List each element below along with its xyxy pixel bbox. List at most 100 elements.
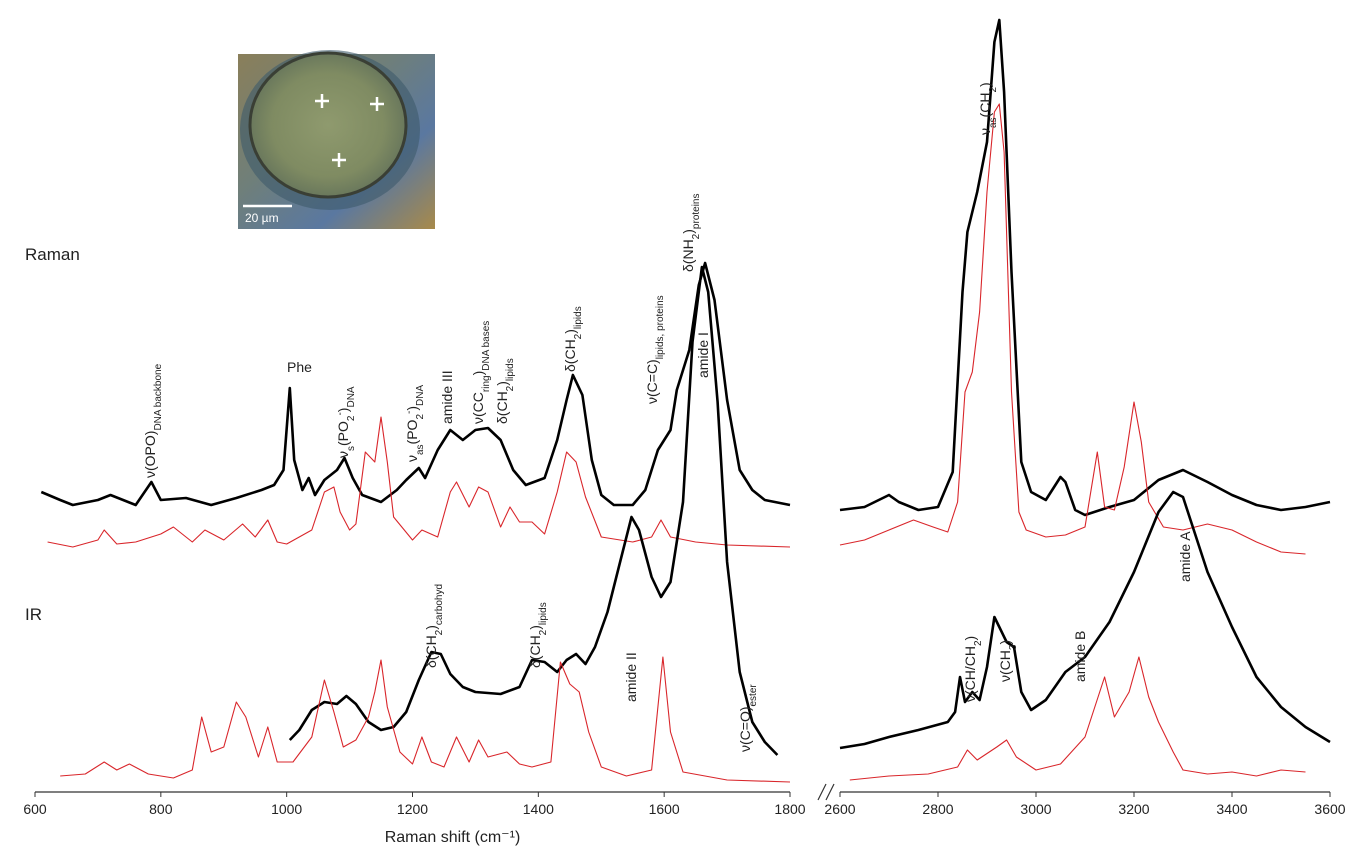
annotation-part: ν	[335, 451, 351, 458]
annotation-part: )	[562, 329, 578, 334]
annotation-part: δ(CH	[494, 391, 510, 424]
annotation-part: 3	[1008, 644, 1019, 650]
annotation-part: lipids	[538, 602, 549, 625]
peak-annotation: amide I	[695, 332, 711, 378]
spectrum-line	[849, 656, 1306, 781]
annotation-part: amide I	[695, 332, 711, 378]
x-tick-label: 1800	[774, 801, 805, 817]
annotation-part: δ(CH	[527, 635, 543, 668]
group-label: Raman	[25, 245, 80, 264]
x-tick-label: 1000	[271, 801, 302, 817]
annotation-part: DNA backbone	[153, 363, 164, 430]
annotation-part: 2	[973, 640, 984, 646]
peak-annotation: δ(NH2)proteins	[680, 194, 702, 273]
annotation-part: )	[470, 371, 486, 376]
annotation-part: ν	[977, 128, 993, 135]
peak-annotation: amide III	[439, 370, 455, 424]
annotation-part: ν(C=C)	[644, 359, 660, 404]
axis-break	[817, 783, 835, 801]
annotation-part: )	[680, 229, 696, 234]
annotation-part: (PO	[404, 419, 420, 444]
annotation-part: ν(C=O)	[737, 707, 753, 753]
annotation-part: carbohyd	[434, 584, 445, 625]
x-tick-label: 1400	[523, 801, 554, 817]
annotation-part: as	[988, 117, 999, 128]
annotation-part: lipids	[573, 306, 584, 329]
annotation-part: amide B	[1072, 631, 1088, 682]
inset-image: 20 µm	[238, 50, 435, 229]
annotation-part: s	[346, 446, 357, 451]
x-tick-label: 1600	[649, 801, 680, 817]
annotation-part: δ(CH	[423, 635, 439, 668]
annotation-part: δ(CH	[562, 339, 578, 372]
peak-annotation: ν(CH3)	[997, 640, 1019, 682]
annotation-part: δ(NH	[680, 239, 696, 272]
x-tick-label: 600	[23, 801, 47, 817]
annotation-part: ν(CH/CH	[962, 646, 978, 702]
x-tick-label: 3200	[1118, 801, 1149, 817]
peak-annotation: ν(CH/CH2)	[962, 636, 984, 702]
scale-label: 20 µm	[245, 211, 279, 225]
annotation-part: DNA	[346, 386, 357, 407]
annotation-part: 2	[346, 415, 357, 421]
annotation-part: DNA	[415, 385, 426, 406]
peak-annotation: νas(PO2-)DNA	[404, 385, 426, 462]
annotation-part: 2	[538, 629, 549, 635]
annotation-part: -	[335, 412, 346, 415]
peak-annotation: Phe	[287, 359, 312, 375]
x-tick-label: 3600	[1314, 801, 1345, 817]
annotation-part: (PO	[335, 421, 351, 446]
spectrum-line	[288, 265, 779, 756]
annotation-part: 2	[434, 629, 445, 635]
x-tick-label: 2800	[922, 801, 953, 817]
annotation-part: amide III	[439, 370, 455, 424]
annotation-part: )	[997, 640, 1013, 645]
group-label: IR	[25, 605, 42, 624]
peak-annotation: νs(PO2-)DNA	[335, 386, 357, 458]
annotation-part: )	[335, 408, 351, 413]
peak-annotation: ν(C=O)ester	[737, 684, 759, 752]
x-tick-label: 1200	[397, 801, 428, 817]
x-tick-label: 2600	[824, 801, 855, 817]
x-tick-label: 3000	[1020, 801, 1051, 817]
x-tick-label: 800	[149, 801, 173, 817]
annotation-part: ring	[481, 375, 492, 392]
annotation-part: Phe	[287, 359, 312, 375]
annotation-part: 2	[415, 414, 426, 420]
peak-annotation: ν(OPO)DNA backbone	[142, 363, 164, 478]
annotation-part: ester	[748, 684, 759, 707]
annotation-part: )	[423, 625, 439, 630]
spectrum-line	[839, 490, 1331, 750]
x-tick-label: 3400	[1216, 801, 1247, 817]
annotation-part: 2	[691, 233, 702, 239]
peak-annotation: δ(CH2)lipids	[494, 358, 516, 424]
annotation-part: amide II	[623, 652, 639, 702]
annotation-part: )	[962, 636, 978, 641]
annotation-part: ν(OPO)	[142, 431, 158, 478]
spectrum-line	[40, 261, 791, 507]
peak-annotation: amide A	[1177, 531, 1193, 582]
annotation-part: )	[977, 82, 993, 87]
peak-annotation: δ(CH2)lipids	[527, 602, 549, 668]
spectrum-line	[839, 103, 1306, 555]
x-axis-label: Raman shift (cm⁻¹)	[385, 829, 521, 846]
annotation-part: )	[404, 406, 420, 411]
peak-annotation: δ(CH2)carbohyd	[423, 584, 445, 668]
annotation-part: ν(CH	[997, 650, 1013, 682]
annotation-part: 2	[988, 87, 999, 93]
annotation-part: ν	[404, 455, 420, 462]
annotation-part: 2	[505, 385, 516, 391]
annotation-part: (CH	[977, 93, 993, 118]
peak-annotation: νas(CH2)	[977, 82, 999, 135]
spectrum-line	[60, 656, 791, 783]
spectrum-line	[839, 18, 1331, 517]
peak-annotation: δ(CH2)lipids	[562, 306, 584, 372]
peak-annotation: ν(C=C)lipids, proteins	[644, 295, 666, 404]
annotation-part: amide A	[1177, 531, 1193, 582]
annotation-part: -	[404, 411, 415, 414]
peak-annotation: amide B	[1072, 631, 1088, 682]
annotation-part: as	[415, 444, 426, 455]
peak-annotation: ν(CCring)DNA bases	[470, 321, 492, 424]
annotation-part: lipids	[505, 358, 516, 381]
